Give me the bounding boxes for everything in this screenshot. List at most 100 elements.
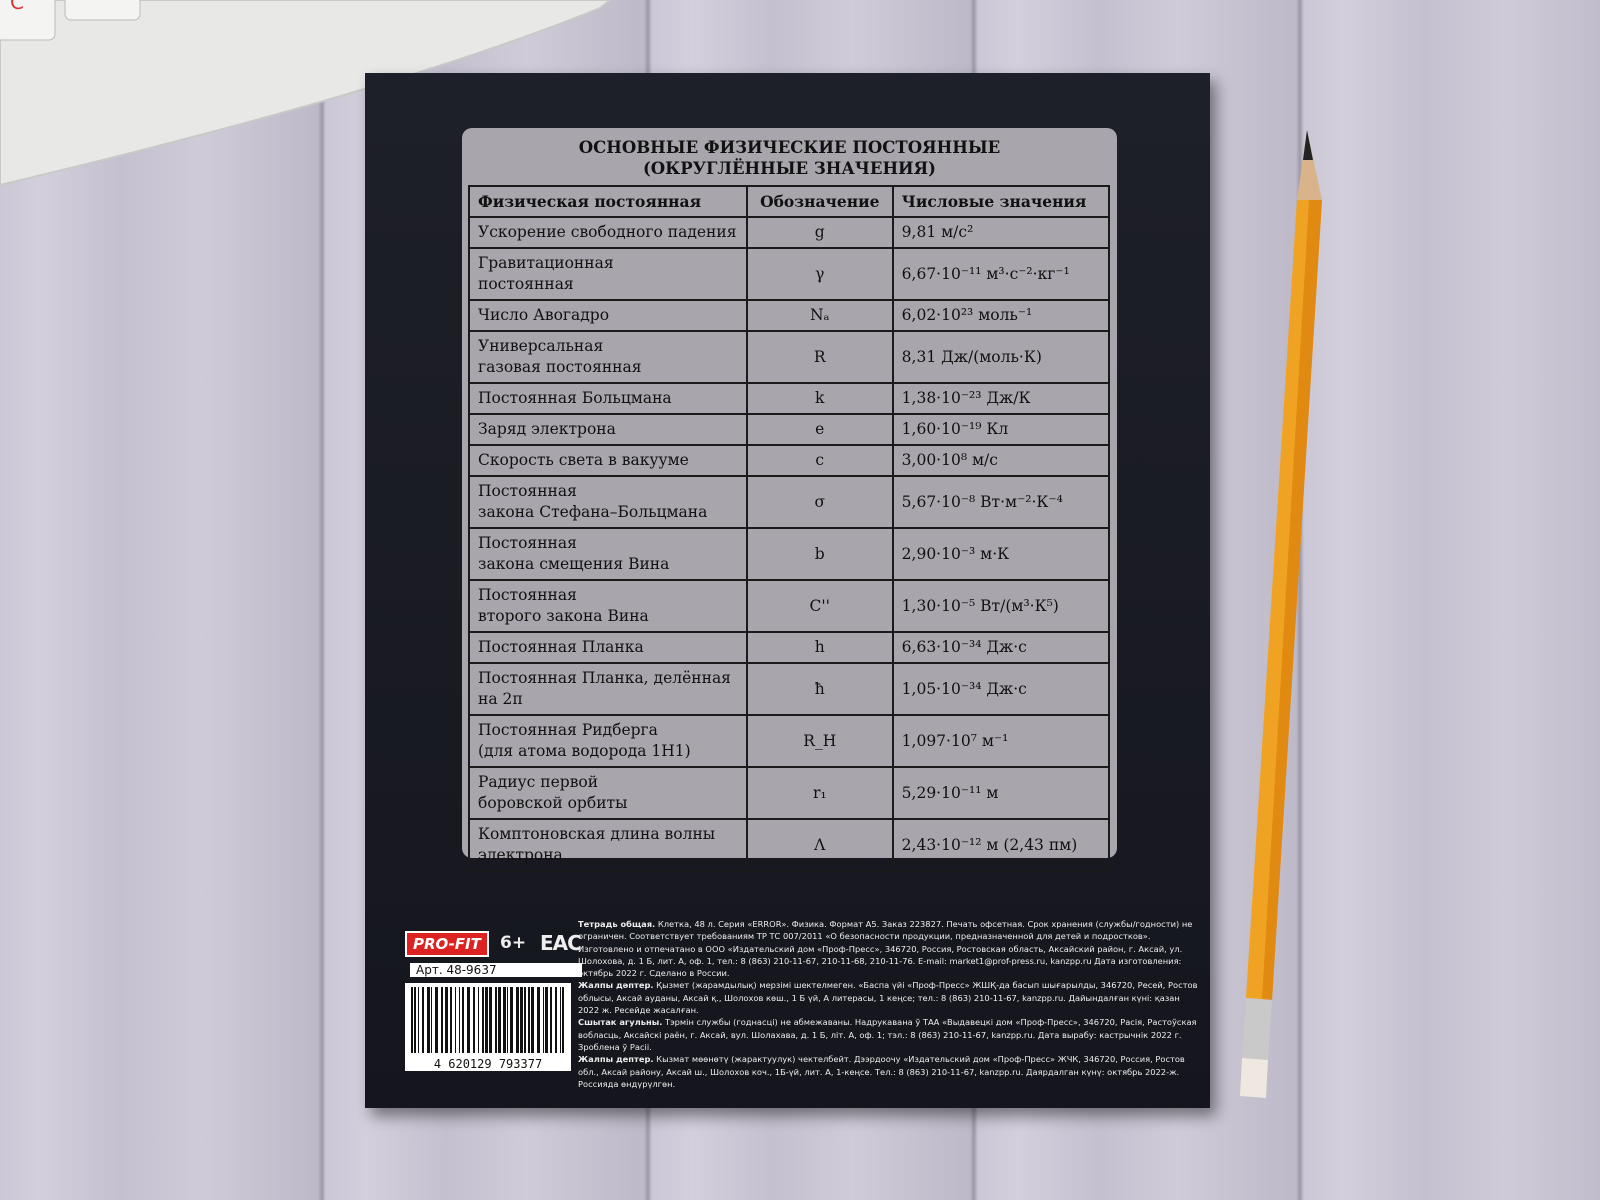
barcode-stripe <box>531 987 534 1053</box>
symbol: b <box>745 527 894 581</box>
pencil <box>1240 130 1322 1098</box>
table-row: Постоянная закона Стефана–Больцмана σ 5,67… <box>468 475 1111 529</box>
constant-name: Постоянная Планка, делённая на 2π <box>468 662 748 716</box>
table-row: Постоянная Планка h 6,63·10⁻³⁴ Дж·с <box>468 631 1111 664</box>
table-row: Число Авогадро Nₐ 6,02·10²³ моль⁻¹ <box>468 299 1111 332</box>
barcode-stripe <box>414 987 416 1053</box>
symbol: C'' <box>745 579 894 633</box>
barcode-stripe <box>510 987 513 1053</box>
title-line: ОСНОВНЫЕ ФИЗИЧЕСКИЕ ПОСТОЯННЫЕ <box>578 138 1001 157</box>
barcode-stripe <box>545 987 548 1053</box>
table-row: Ускорение свободного падения g 9,81 м/с² <box>468 216 1111 249</box>
barcode-stripe <box>498 987 501 1053</box>
constant-name: Ускорение свободного падения <box>468 216 748 249</box>
barcode-stripe <box>467 987 470 1053</box>
table-row: Комптоновская длина волны электрона Λ 2,43… <box>468 818 1111 872</box>
constant-name: Универсальная газовая постоянная <box>468 330 748 384</box>
barcode-stripe <box>422 987 424 1053</box>
table-body: Ускорение свободного падения g 9,81 м/с² Гр… <box>468 216 1111 872</box>
constant-name: Постоянная закона смещения Вина <box>468 527 748 581</box>
barcode-stripe <box>435 987 438 1053</box>
value: 6,63·10⁻³⁴ Дж·с <box>891 631 1111 664</box>
barcode-stripe <box>455 987 456 1053</box>
value: 1,38·10⁻²³ Дж/К <box>891 382 1111 415</box>
barcode-number: 4 620129 793377 <box>405 1057 571 1071</box>
barcode-stripe <box>528 987 530 1053</box>
constants-table: Физическая постоянная Обозначение Числовые… <box>468 185 1111 872</box>
symbol: σ <box>745 475 894 529</box>
table-row: Универсальная газовая постоянная R 8,31 Дж… <box>468 330 1111 384</box>
header-cell: Числовые значения <box>891 185 1111 218</box>
value: 6,02·10²³ моль⁻¹ <box>891 299 1111 332</box>
constant-name: Скорость света в вакууме <box>468 444 748 477</box>
barcode-stripe <box>503 987 506 1053</box>
value: 1,60·10⁻¹⁹ Кл <box>891 413 1111 446</box>
value: 1,097·10⁷ м⁻¹ <box>891 714 1111 768</box>
value: 1,30·10⁻⁵ Вт/(м³·К⁵) <box>891 579 1111 633</box>
value: 1,05·10⁻³⁴ Дж·с <box>891 662 1111 716</box>
symbol: γ <box>745 247 894 301</box>
legal-lead: Сшытак агульны. <box>578 1017 663 1028</box>
barcode-stripe <box>411 987 413 1053</box>
notebook-cover: ОСНОВНЫЕ ФИЗИЧЕСКИЕ ПОСТОЯННЫЕ (ОКРУГЛЁН… <box>365 73 1210 1108</box>
table-row: Заряд электрона e 1,60·10⁻¹⁹ Кл <box>468 413 1111 446</box>
symbol: Λ <box>745 818 894 872</box>
legal-lead: Тетрадь общая. <box>578 919 656 929</box>
constant-name: Гравитационная постоянная <box>468 247 748 301</box>
legal-body: Тэрмін службы (годнасці) не абмежаваны. … <box>578 1017 1197 1052</box>
table-row: Гравитационная постоянная γ 6,67·10⁻¹¹ м³·… <box>468 247 1111 301</box>
value: 8,31 Дж/(моль·К) <box>891 330 1111 384</box>
symbol: r₁ <box>745 766 894 820</box>
table-row: Постоянная закона смещения Вина b 2,90·10⁻… <box>468 527 1111 581</box>
header-cell: Физическая постоянная <box>468 185 748 218</box>
barcode-stripe <box>516 987 519 1053</box>
barcode-stripe <box>478 987 479 1053</box>
legal-paragraph: Сшытак агульны. Тэрмін службы (годнасці)… <box>578 1016 1198 1053</box>
barcode-stripe <box>462 987 464 1053</box>
constants-panel: ОСНОВНЫЕ ФИЗИЧЕСКИЕ ПОСТОЯННЫЕ (ОКРУГЛЁН… <box>462 128 1117 872</box>
barcode-stripe <box>562 987 564 1053</box>
cover-footer: PRO-FIT 6+ EAC Арт. 48-9637 4 620129 793… <box>405 919 1198 1093</box>
table-row: Постоянная второго закона Вина C'' 1,30·10… <box>468 579 1111 633</box>
symbol: R_H <box>745 714 894 768</box>
constant-name: Постоянная Ридберга (для атома водорода … <box>468 714 748 768</box>
barcode-stripe <box>507 987 508 1053</box>
article-number: Арт. 48-9637 <box>410 963 582 977</box>
barcode-stripe <box>495 987 497 1053</box>
barcode-stripe <box>418 987 419 1053</box>
barcode-stripe <box>537 987 540 1053</box>
constant-name: Радиус первой боровской орбиты <box>468 766 748 820</box>
value: 9,81 м/с² <box>891 216 1111 249</box>
constant-name: Заряд электрона <box>468 413 748 446</box>
constant-name: Число Авогадро <box>468 299 748 332</box>
legal-paragraph: Жалпы дептер. Кызмат мөөнөтү (жарактуулу… <box>578 1053 1198 1090</box>
barcode: 4 620129 793377 <box>405 983 571 1071</box>
table-row: Скорость света в вакууме c 3,00·10⁸ м/с <box>468 444 1111 477</box>
title-line: (ОКРУГЛЁННЫЕ ЗНАЧЕНИЯ) <box>643 159 936 178</box>
legal-lead: Жалпы дептер. <box>578 1054 654 1065</box>
symbol: c <box>745 444 894 477</box>
barcode-stripe <box>543 987 544 1053</box>
barcode-stripe <box>489 987 492 1053</box>
brand-logo: PRO-FIT <box>405 931 489 957</box>
legal-lead: Жалпы дәптер. <box>578 980 654 991</box>
legal-body: Кызмат мөөнөтү (жарактуулук) чектелбейт.… <box>578 1054 1185 1089</box>
barcode-stripe <box>431 987 432 1053</box>
barcode-stripe <box>520 987 523 1053</box>
barcode-stripe <box>482 987 484 1053</box>
header-row: Физическая постоянная Обозначение Числовые… <box>468 185 1111 218</box>
value: 3,00·10⁸ м/с <box>891 444 1111 477</box>
symbol: e <box>745 413 894 446</box>
constant-name: Постоянная Больцмана <box>468 382 748 415</box>
value: 5,67·10⁻⁸ Вт·м⁻²·К⁻⁴ <box>891 475 1111 529</box>
title: ОСНОВНЫЕ ФИЗИЧЕСКИЕ ПОСТОЯННЫЕ (ОКРУГЛЁН… <box>462 137 1117 179</box>
symbol: Nₐ <box>745 299 894 332</box>
legal-paragraph: Тетрадь общая. Клетка, 48 л. Серия «ERRO… <box>578 918 1198 979</box>
legal-body: Қызмет (жарамдылық) мерзімі шектелмеген.… <box>578 980 1198 1016</box>
legal-paragraph: Жалпы дәптер. Қызмет (жарамдылық) мерзім… <box>578 979 1198 1016</box>
barcode-stripe <box>550 987 552 1053</box>
value: 6,67·10⁻¹¹ м³·с⁻²·кг⁻¹ <box>891 247 1111 301</box>
symbol: ħ <box>745 662 894 716</box>
